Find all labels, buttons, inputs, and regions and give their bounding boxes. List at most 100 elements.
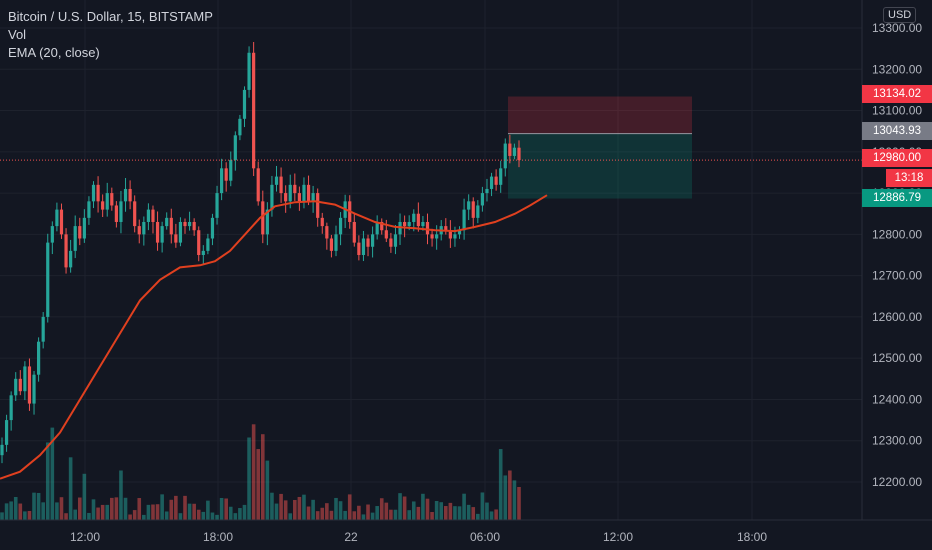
- volume-bar: [183, 495, 187, 520]
- candle-body: [412, 213, 416, 222]
- candle-body: [78, 226, 82, 239]
- volume-bar: [283, 500, 288, 520]
- volume-bar: [398, 493, 402, 520]
- price-tick-label: 12800.00: [872, 227, 922, 241]
- volume-bar: [343, 510, 347, 520]
- currency-button[interactable]: USD: [883, 7, 917, 23]
- candle-body: [137, 226, 141, 235]
- candle-body: [123, 188, 128, 202]
- risk-reward-box[interactable]: [508, 96, 692, 199]
- ema-indicator-label[interactable]: EMA (20, close): [8, 45, 100, 60]
- candle-body: [256, 168, 260, 202]
- price-axis[interactable]: 12200.00 12300.00 12400.00 12500.00 12600.00…: [861, 0, 922, 520]
- candle-body: [366, 238, 370, 247]
- candle-body: [183, 221, 187, 227]
- volume-bar: [87, 512, 91, 520]
- volume-bar: [242, 504, 247, 520]
- volume-bar: [471, 507, 476, 520]
- candle-body: [50, 226, 54, 243]
- candle-body: [480, 193, 484, 206]
- candle-body: [467, 201, 471, 210]
- volume-bar: [443, 506, 448, 520]
- volume-bar: [96, 507, 100, 520]
- volume-bar: [389, 509, 393, 520]
- candle-body: [320, 217, 324, 227]
- candle-body: [155, 221, 160, 243]
- profit-target-zone[interactable]: [508, 133, 692, 199]
- candle-body: [448, 230, 452, 239]
- candle-body: [503, 143, 507, 169]
- volume-bar: [77, 497, 82, 520]
- volume-bar: [114, 497, 119, 520]
- volume-bar: [50, 427, 55, 520]
- candle-body: [494, 176, 498, 185]
- candle-body: [265, 209, 269, 235]
- volume-bar: [430, 512, 434, 520]
- candle-body: [293, 184, 297, 194]
- stop-loss-zone[interactable]: [508, 96, 692, 134]
- volume-bar: [361, 514, 366, 520]
- price-tick-label: 12600.00: [872, 310, 922, 324]
- volume-indicator-label[interactable]: Vol: [8, 27, 27, 42]
- volume-bar: [238, 508, 242, 520]
- volume-bar: [421, 493, 425, 520]
- volume-bar: [164, 511, 169, 520]
- candle-body: [279, 176, 283, 194]
- volume-bar: [215, 514, 219, 520]
- volume-bar: [18, 503, 23, 520]
- target-price-tag: 12886.79: [862, 189, 932, 207]
- symbol-title[interactable]: Bitcoin / U.S. Dollar, 15, BITSTAMP: [8, 9, 213, 24]
- volume-bar: [480, 492, 485, 520]
- candle-body: [499, 168, 503, 185]
- volume-bar: [439, 502, 444, 520]
- volume-bar: [219, 497, 224, 520]
- volume-bar: [9, 501, 13, 520]
- volume-bar: [375, 506, 379, 520]
- volume-bar: [416, 506, 421, 520]
- volume-bar: [329, 510, 334, 520]
- candle-body: [14, 378, 18, 396]
- volume-bar: [32, 492, 36, 520]
- volume-bar: [256, 449, 261, 520]
- candle-body: [435, 234, 439, 239]
- candle-body: [389, 238, 393, 247]
- candle-body: [270, 184, 274, 210]
- volume-bar: [123, 497, 128, 520]
- time-tick-label: 18:00: [737, 530, 767, 544]
- candle-body: [325, 226, 329, 239]
- volume-bar: [59, 497, 64, 520]
- last-price-tag: 12980.00: [862, 149, 932, 167]
- candle-body: [380, 221, 384, 231]
- volume-bar: [379, 498, 384, 520]
- candle-body: [485, 188, 489, 194]
- volume-bar: [27, 510, 32, 520]
- time-axis[interactable]: 12:00 18:00 22 06:00 12:00 18:00: [0, 519, 932, 544]
- candle-body: [187, 221, 192, 227]
- volume-bar: [457, 506, 462, 520]
- volume-bar: [110, 497, 114, 520]
- candle-body: [46, 242, 50, 317]
- candle-body: [41, 316, 45, 342]
- volume-bar: [178, 513, 183, 520]
- candle-body: [316, 193, 320, 218]
- ema-line: [0, 194, 548, 480]
- candle-body: [96, 184, 100, 202]
- volume-bar: [192, 503, 196, 520]
- candle-body: [471, 201, 475, 218]
- candle-body: [430, 234, 434, 239]
- volume-bar: [366, 504, 370, 520]
- candle-body: [151, 209, 155, 222]
- candle-body: [146, 209, 151, 222]
- volume-bar: [302, 494, 306, 520]
- volume-bar: [489, 511, 494, 520]
- candle-body: [178, 221, 183, 243]
- candle-body: [306, 184, 311, 202]
- volume-bar: [105, 504, 110, 520]
- volume-bar: [462, 493, 466, 520]
- volume-bar: [100, 504, 105, 520]
- volume-bar: [82, 473, 87, 520]
- candle-body: [462, 209, 466, 231]
- volume-bar: [132, 510, 137, 520]
- volume-bar: [142, 514, 146, 520]
